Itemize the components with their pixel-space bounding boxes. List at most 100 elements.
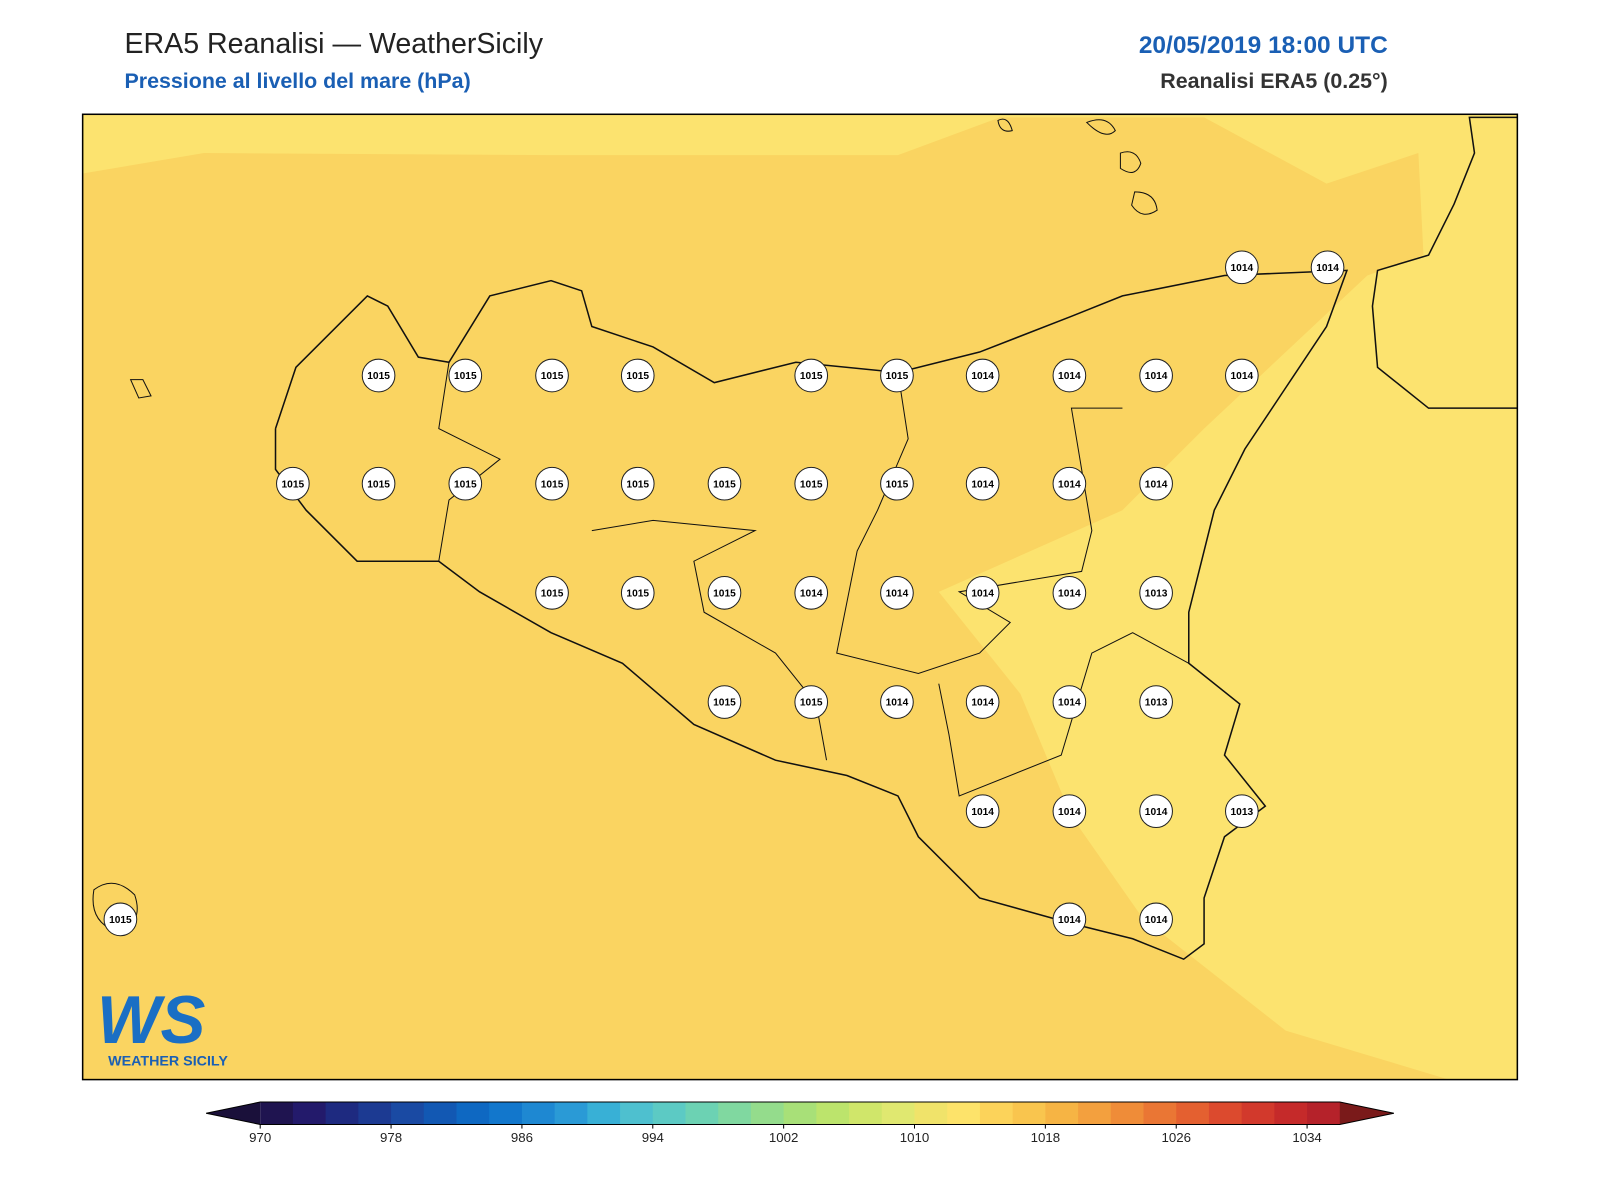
subtitle: Pressione al livello del mare (hPa) (124, 69, 470, 93)
station-value: 1013 (1145, 698, 1168, 709)
colorbar: 970 978 986 994 1002 1010 1018 1026 1034 (206, 1101, 1394, 1145)
station-marker (1225, 794, 1259, 829)
station: 1015 (707, 576, 742, 610)
station-marker (620, 466, 655, 501)
station-value: 1015 (626, 371, 649, 382)
date: 20/05/2019 18:00 UTC (1139, 32, 1388, 59)
station-marker (620, 576, 655, 610)
station-value: 1015 (541, 371, 564, 382)
station-value: 1015 (800, 698, 823, 709)
colorbar-bin (816, 1102, 850, 1125)
station-marker (707, 685, 742, 719)
station-value: 1014 (1145, 915, 1168, 926)
colorbar-tick-label: 1018 (1031, 1130, 1060, 1145)
station: 1014 (880, 576, 914, 610)
station: 1014 (794, 576, 829, 610)
station-value: 1014 (1058, 807, 1081, 818)
colorbar-bin (947, 1102, 981, 1125)
station-value: 1014 (971, 479, 994, 490)
colorbar-bin (292, 1102, 327, 1125)
colorbar-under (206, 1102, 261, 1125)
station-value: 1014 (1145, 371, 1168, 382)
station-marker (448, 466, 483, 501)
colorbar-bin (521, 1102, 556, 1125)
station-marker (1139, 576, 1173, 610)
colorbar-bin (979, 1102, 1014, 1125)
station-value: 1015 (626, 589, 649, 600)
logo-mark: WS (97, 983, 206, 1058)
station-value: 1015 (109, 915, 132, 926)
station: 1015 (448, 358, 483, 393)
colorbar-bin (456, 1102, 490, 1125)
colorbar-bin (1143, 1102, 1177, 1125)
station-marker (1052, 358, 1087, 393)
station: 1015 (794, 466, 829, 501)
station-marker (794, 358, 829, 393)
station: 1015 (535, 466, 569, 501)
station-marker (1052, 685, 1087, 719)
station: 1014 (1052, 358, 1087, 393)
station-marker (965, 794, 1000, 829)
station-value: 1014 (886, 589, 909, 600)
map-frame (81, 113, 1519, 1081)
colorbar-bin (783, 1102, 817, 1125)
station: 1014 (965, 466, 1000, 501)
colorbar-tick-label: 1026 (1161, 1130, 1190, 1145)
station-value: 1013 (1231, 807, 1254, 818)
station: 1014 (1139, 902, 1173, 937)
colorbar-bin (750, 1102, 785, 1125)
station: 1014 (1225, 358, 1259, 393)
station: 1014 (965, 576, 1000, 610)
colorbar-bin (423, 1102, 458, 1125)
station: 1014 (1052, 685, 1087, 719)
station-marker (1139, 685, 1173, 719)
station-marker (361, 466, 396, 501)
colorbar-bin (881, 1102, 916, 1125)
station: 1015 (361, 466, 396, 501)
station-value: 1014 (1231, 263, 1254, 274)
station: 1014 (1139, 358, 1173, 393)
station-marker (794, 685, 829, 719)
station-marker (965, 685, 1000, 719)
station: 1014 (1052, 466, 1087, 501)
colorbar-bin (260, 1102, 294, 1125)
station-value: 1014 (971, 589, 994, 600)
colorbar-bin (489, 1102, 523, 1125)
station-value: 1014 (1058, 698, 1081, 709)
colorbar-bin (1208, 1102, 1243, 1125)
colorbar-bin (554, 1102, 588, 1125)
station-value: 1015 (713, 589, 736, 600)
station-value: 1015 (541, 479, 564, 490)
station-marker (1052, 576, 1087, 610)
colorbar-bin (1078, 1102, 1112, 1125)
colorbar-bin (1274, 1102, 1308, 1125)
station: 1014 (965, 685, 1000, 719)
station-value: 1015 (454, 479, 477, 490)
station: 1014 (1052, 576, 1087, 610)
station: 1015 (448, 466, 483, 501)
station-marker (1139, 902, 1173, 937)
colorbar-tick-label: 986 (511, 1130, 533, 1145)
station-value: 1014 (1058, 479, 1081, 490)
colorbar-bin (1241, 1102, 1275, 1125)
station: 1015 (880, 358, 914, 393)
station-marker (448, 358, 483, 393)
station-value: 1014 (1316, 263, 1339, 274)
station: 1015 (707, 466, 742, 501)
colorbar-bin (1307, 1102, 1341, 1125)
station-marker (965, 466, 1000, 501)
province-border (938, 632, 1190, 797)
station: 1014 (1139, 794, 1173, 829)
station-value: 1013 (1145, 589, 1168, 600)
coastline (274, 269, 1349, 961)
station-value: 1014 (1231, 371, 1254, 382)
colorbar-over (1339, 1102, 1394, 1125)
station-marker (535, 576, 569, 610)
station-marker (276, 466, 310, 501)
station: 1014 (1225, 250, 1259, 285)
station: 1014 (1310, 250, 1345, 285)
logo-text: WEATHER SICILY (108, 1053, 228, 1069)
station: 1015 (794, 358, 829, 393)
station: 1015 (361, 358, 396, 393)
station-value: 1015 (541, 589, 564, 600)
